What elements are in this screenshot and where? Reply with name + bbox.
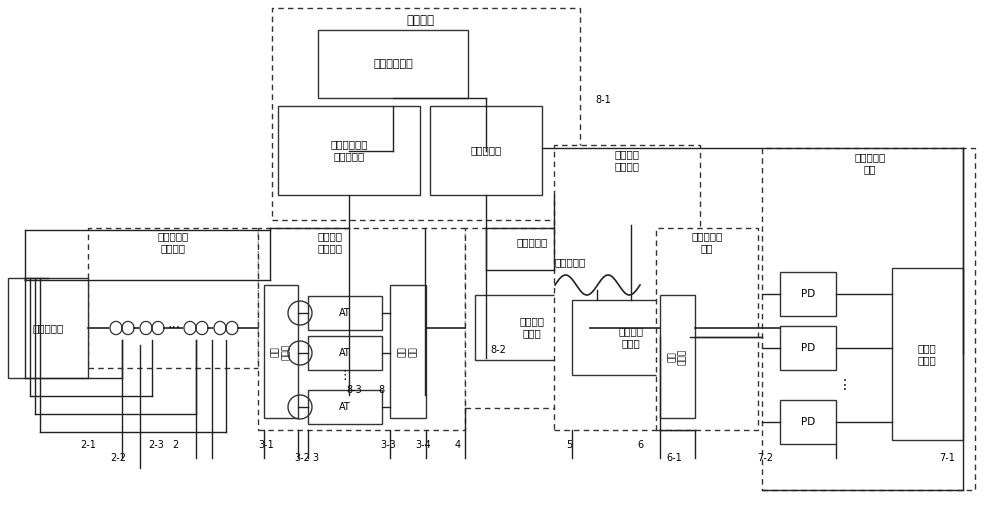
Text: 3-1: 3-1	[258, 440, 274, 450]
FancyBboxPatch shape	[656, 228, 758, 430]
FancyBboxPatch shape	[308, 390, 382, 424]
FancyBboxPatch shape	[390, 285, 426, 418]
Text: 2-2: 2-2	[110, 453, 126, 463]
Text: 光学
解复用: 光学 解复用	[271, 343, 291, 359]
FancyBboxPatch shape	[892, 268, 963, 440]
Text: 电光强度
调制器: 电光强度 调制器	[618, 326, 644, 348]
Text: 5: 5	[566, 440, 572, 450]
Polygon shape	[140, 321, 152, 334]
FancyBboxPatch shape	[308, 296, 382, 330]
Text: 光放大模块: 光放大模块	[516, 237, 548, 247]
Text: 7-1: 7-1	[939, 453, 955, 463]
FancyBboxPatch shape	[465, 228, 600, 408]
Text: 6: 6	[637, 440, 643, 450]
FancyBboxPatch shape	[660, 295, 695, 418]
FancyBboxPatch shape	[554, 145, 700, 430]
Polygon shape	[196, 321, 208, 334]
Text: 8-3: 8-3	[346, 385, 362, 395]
Text: ⋮: ⋮	[838, 378, 852, 392]
Text: 3: 3	[312, 453, 318, 463]
Polygon shape	[122, 321, 134, 334]
FancyBboxPatch shape	[780, 326, 836, 370]
Text: 7-2: 7-2	[757, 453, 773, 463]
Text: AT: AT	[339, 402, 351, 412]
Text: 8-2: 8-2	[490, 345, 506, 355]
FancyBboxPatch shape	[430, 106, 542, 195]
Text: PD: PD	[801, 343, 815, 353]
Polygon shape	[110, 321, 122, 334]
Text: 3-3: 3-3	[380, 440, 396, 450]
Text: 3-4: 3-4	[415, 440, 431, 450]
FancyBboxPatch shape	[780, 400, 836, 444]
Text: 锁模激光器: 锁模激光器	[32, 323, 64, 333]
Text: 8: 8	[378, 385, 384, 395]
Text: AT: AT	[339, 348, 351, 358]
FancyBboxPatch shape	[318, 30, 468, 98]
Polygon shape	[152, 321, 164, 334]
Text: 3-2: 3-2	[294, 453, 310, 463]
Polygon shape	[184, 321, 196, 334]
Text: 2-1: 2-1	[80, 440, 96, 450]
Text: 激光器重复频
率锁定单元: 激光器重复频 率锁定单元	[330, 139, 368, 161]
FancyBboxPatch shape	[475, 295, 590, 360]
Text: 频率转换器: 频率转换器	[470, 145, 502, 155]
FancyBboxPatch shape	[88, 228, 258, 368]
Text: PD: PD	[801, 417, 815, 427]
FancyBboxPatch shape	[8, 278, 88, 378]
FancyBboxPatch shape	[272, 8, 580, 220]
Text: 6-1: 6-1	[666, 453, 682, 463]
Text: PD: PD	[801, 289, 815, 299]
FancyBboxPatch shape	[258, 228, 465, 430]
Text: 光谱分割
倍频模块: 光谱分割 倍频模块	[318, 231, 342, 253]
FancyBboxPatch shape	[572, 300, 690, 375]
Text: ···: ···	[167, 321, 181, 335]
Text: 同步模块: 同步模块	[406, 14, 434, 27]
Text: ⋮: ⋮	[339, 368, 351, 381]
Text: 2: 2	[172, 440, 178, 450]
Text: 高稳定频率源: 高稳定频率源	[373, 59, 413, 69]
Text: 掺铒光纤
放大器: 掺铒光纤 放大器	[520, 316, 544, 338]
Text: 2-3: 2-3	[148, 440, 164, 450]
Text: 光学
解复用: 光学 解复用	[668, 349, 687, 365]
Text: 8-1: 8-1	[595, 95, 611, 105]
Text: 光学解复用
模块: 光学解复用 模块	[854, 152, 886, 174]
Text: 光学解复用
模块: 光学解复用 模块	[691, 231, 723, 253]
Text: 光学
复用: 光学 复用	[398, 346, 418, 357]
Text: 光时分复用
倍频模块: 光时分复用 倍频模块	[157, 231, 189, 253]
FancyBboxPatch shape	[308, 336, 382, 370]
FancyBboxPatch shape	[278, 106, 420, 195]
Polygon shape	[226, 321, 238, 334]
Text: 被采样信号: 被采样信号	[554, 257, 586, 267]
Text: 电模数
转换器: 电模数 转换器	[918, 343, 936, 365]
FancyBboxPatch shape	[264, 285, 298, 418]
Text: 4: 4	[455, 440, 461, 450]
FancyBboxPatch shape	[780, 272, 836, 316]
Text: AT: AT	[339, 308, 351, 318]
Polygon shape	[214, 321, 226, 334]
Text: 电光强度
调制模块: 电光强度 调制模块	[614, 149, 640, 171]
FancyBboxPatch shape	[762, 148, 975, 490]
